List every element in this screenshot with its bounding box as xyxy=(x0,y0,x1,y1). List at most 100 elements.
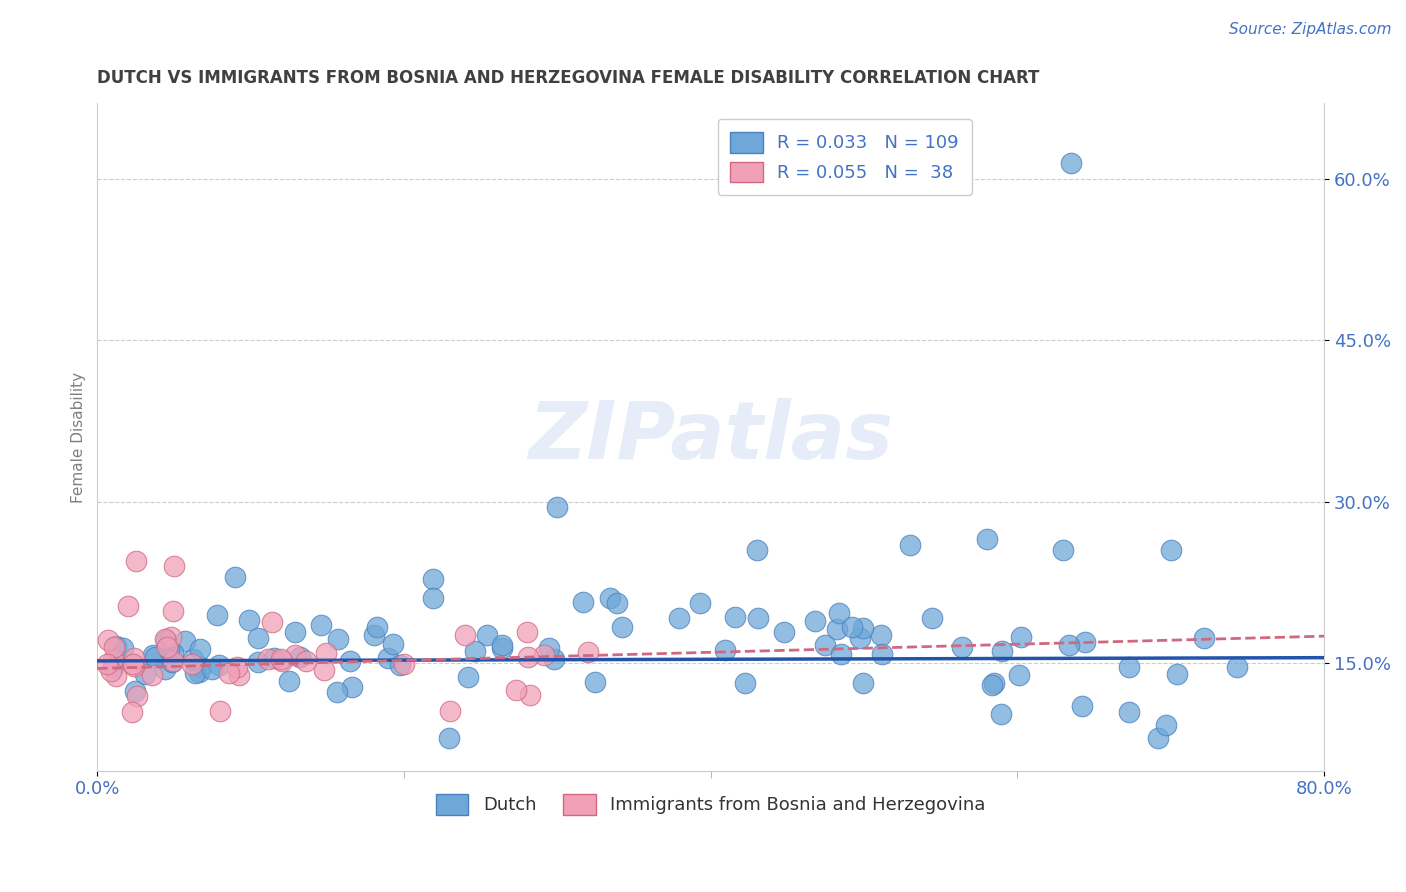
Dutch xyxy=(457,670,479,684)
Y-axis label: Female Disability: Female Disability xyxy=(72,371,86,502)
Dutch xyxy=(363,628,385,642)
Dutch xyxy=(201,662,224,676)
Dutch xyxy=(188,642,211,657)
Dutch xyxy=(190,660,212,674)
Dutch xyxy=(849,631,872,645)
Dutch xyxy=(1074,635,1097,649)
Dutch xyxy=(153,662,176,676)
Immigrants from Bosnia and Herzegovina xyxy=(576,645,599,659)
Dutch xyxy=(160,656,183,670)
Immigrants from Bosnia and Herzegovina xyxy=(104,669,127,683)
Dutch xyxy=(734,676,756,690)
Dutch xyxy=(599,591,621,605)
Dutch xyxy=(134,667,156,681)
Immigrants from Bosnia and Herzegovina xyxy=(516,650,538,665)
Dutch xyxy=(1008,668,1031,682)
Dutch xyxy=(1147,731,1170,746)
Dutch xyxy=(143,649,166,664)
Immigrants from Bosnia and Herzegovina xyxy=(125,554,148,568)
Dutch xyxy=(983,675,1005,690)
Immigrants from Bosnia and Herzegovina xyxy=(96,657,118,672)
Immigrants from Bosnia and Herzegovina xyxy=(100,664,122,678)
Dutch xyxy=(991,643,1014,657)
Dutch xyxy=(830,648,852,662)
Dutch xyxy=(157,643,180,657)
Dutch xyxy=(990,706,1012,721)
Immigrants from Bosnia and Herzegovina xyxy=(505,683,527,698)
Dutch xyxy=(1160,543,1182,558)
Immigrants from Bosnia and Herzegovina xyxy=(283,648,305,663)
Dutch xyxy=(870,628,893,642)
Dutch xyxy=(814,638,837,652)
Dutch xyxy=(841,620,863,634)
Text: DUTCH VS IMMIGRANTS FROM BOSNIA AND HERZEGOVINA FEMALE DISABILITY CORRELATION CH: DUTCH VS IMMIGRANTS FROM BOSNIA AND HERZ… xyxy=(97,69,1039,87)
Dutch xyxy=(142,648,165,663)
Immigrants from Bosnia and Herzegovina xyxy=(121,657,143,672)
Dutch xyxy=(714,643,737,657)
Dutch xyxy=(976,533,998,547)
Dutch xyxy=(921,611,943,625)
Immigrants from Bosnia and Herzegovina xyxy=(439,705,461,719)
Immigrants from Bosnia and Herzegovina xyxy=(312,663,335,677)
Dutch xyxy=(155,632,177,647)
Dutch xyxy=(288,650,311,665)
Immigrants from Bosnia and Herzegovina xyxy=(271,654,294,668)
Dutch xyxy=(340,680,363,694)
Dutch xyxy=(107,654,129,668)
Dutch xyxy=(188,665,211,679)
Dutch xyxy=(689,596,711,610)
Dutch xyxy=(326,685,349,699)
Dutch xyxy=(606,596,628,610)
Dutch xyxy=(828,606,851,620)
Dutch xyxy=(422,572,444,586)
Dutch xyxy=(1226,659,1249,673)
Dutch xyxy=(668,611,690,625)
Dutch xyxy=(543,652,565,666)
Immigrants from Bosnia and Herzegovina xyxy=(155,640,177,655)
Immigrants from Bosnia and Herzegovina xyxy=(392,657,415,671)
Dutch xyxy=(1060,155,1083,169)
Dutch xyxy=(538,641,561,656)
Immigrants from Bosnia and Herzegovina xyxy=(315,646,337,660)
Dutch xyxy=(572,595,595,609)
Immigrants from Bosnia and Herzegovina xyxy=(121,705,143,719)
Dutch xyxy=(491,639,513,653)
Dutch xyxy=(583,675,606,690)
Immigrants from Bosnia and Herzegovina xyxy=(270,652,292,666)
Immigrants from Bosnia and Herzegovina xyxy=(516,624,538,639)
Dutch xyxy=(745,543,768,558)
Dutch xyxy=(724,610,747,624)
Immigrants from Bosnia and Herzegovina xyxy=(163,559,186,574)
Dutch xyxy=(1118,705,1140,719)
Dutch xyxy=(1154,718,1177,732)
Dutch xyxy=(950,640,973,654)
Dutch xyxy=(464,644,486,658)
Dutch xyxy=(246,655,269,669)
Dutch xyxy=(852,621,875,635)
Dutch xyxy=(103,659,125,673)
Dutch xyxy=(238,613,260,627)
Immigrants from Bosnia and Herzegovina xyxy=(519,688,541,702)
Immigrants from Bosnia and Herzegovina xyxy=(159,630,181,644)
Immigrants from Bosnia and Herzegovina xyxy=(294,654,316,668)
Dutch xyxy=(224,570,246,584)
Text: Source: ZipAtlas.com: Source: ZipAtlas.com xyxy=(1229,22,1392,37)
Immigrants from Bosnia and Herzegovina xyxy=(454,628,477,642)
Dutch xyxy=(747,610,769,624)
Dutch xyxy=(173,633,195,648)
Dutch xyxy=(326,632,349,647)
Dutch xyxy=(422,591,444,605)
Immigrants from Bosnia and Herzegovina xyxy=(533,648,555,662)
Dutch xyxy=(381,637,404,651)
Immigrants from Bosnia and Herzegovina xyxy=(153,632,176,646)
Immigrants from Bosnia and Herzegovina xyxy=(103,653,125,667)
Immigrants from Bosnia and Herzegovina xyxy=(208,705,231,719)
Dutch xyxy=(1118,660,1140,674)
Immigrants from Bosnia and Herzegovina xyxy=(141,668,163,682)
Dutch xyxy=(278,673,301,688)
Dutch xyxy=(980,678,1002,692)
Dutch xyxy=(184,666,207,681)
Dutch xyxy=(105,639,128,653)
Immigrants from Bosnia and Herzegovina xyxy=(162,654,184,668)
Dutch xyxy=(162,646,184,660)
